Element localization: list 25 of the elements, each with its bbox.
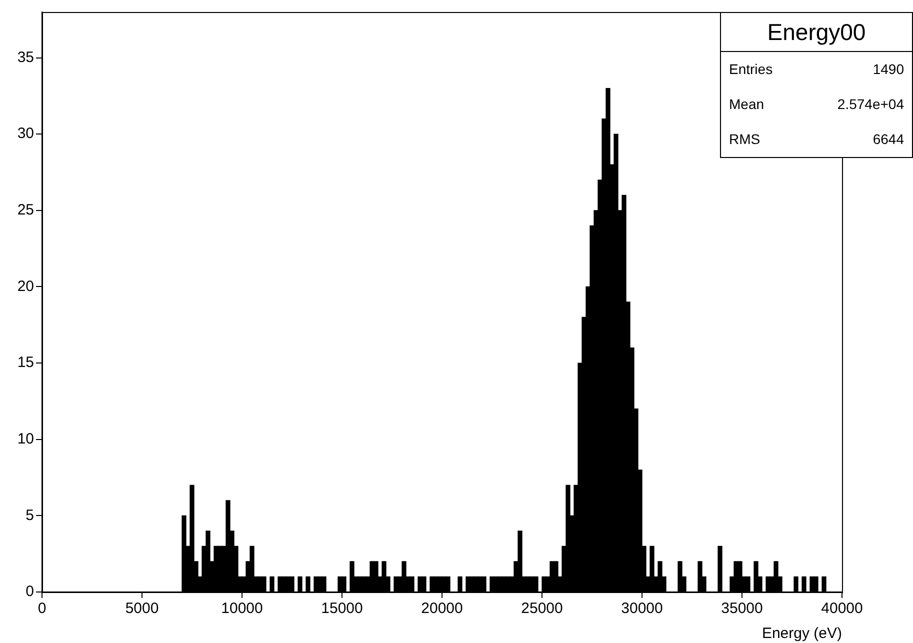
annotation: RMS	[729, 130, 760, 149]
x-tick-label: 0	[38, 600, 46, 618]
text: 6644	[872, 130, 904, 149]
y-tick-label: 20	[17, 278, 34, 295]
text: 1490	[872, 60, 904, 79]
x-tick-label: 30000	[621, 600, 663, 618]
x-tick-label: 25000	[521, 600, 563, 618]
y-tick-label: 5	[26, 506, 34, 524]
annotation: 2.574e+04	[837, 95, 904, 114]
x-tick-label: 5000	[125, 600, 159, 618]
x-tick-label: 35000	[721, 600, 763, 618]
x-tick-label: 15000	[321, 600, 363, 618]
y-tick-label: 35	[17, 48, 34, 66]
y-tick-label: 15	[17, 354, 34, 372]
annotation: Entries	[729, 60, 773, 79]
y-tick-label: 25	[17, 202, 34, 219]
x-tick-label: 10000	[221, 600, 263, 618]
x-tick-label: 40000	[821, 600, 863, 618]
x-tick-label: 20000	[421, 600, 463, 618]
y-tick-label: 10	[17, 430, 34, 448]
annotation: Mean	[729, 95, 764, 114]
y-tick-label: 0	[26, 583, 34, 600]
chart-title: Energy00	[721, 13, 912, 52]
x-axis-title: Energy (eV)	[762, 625, 842, 642]
y-tick-label: 30	[17, 125, 34, 142]
